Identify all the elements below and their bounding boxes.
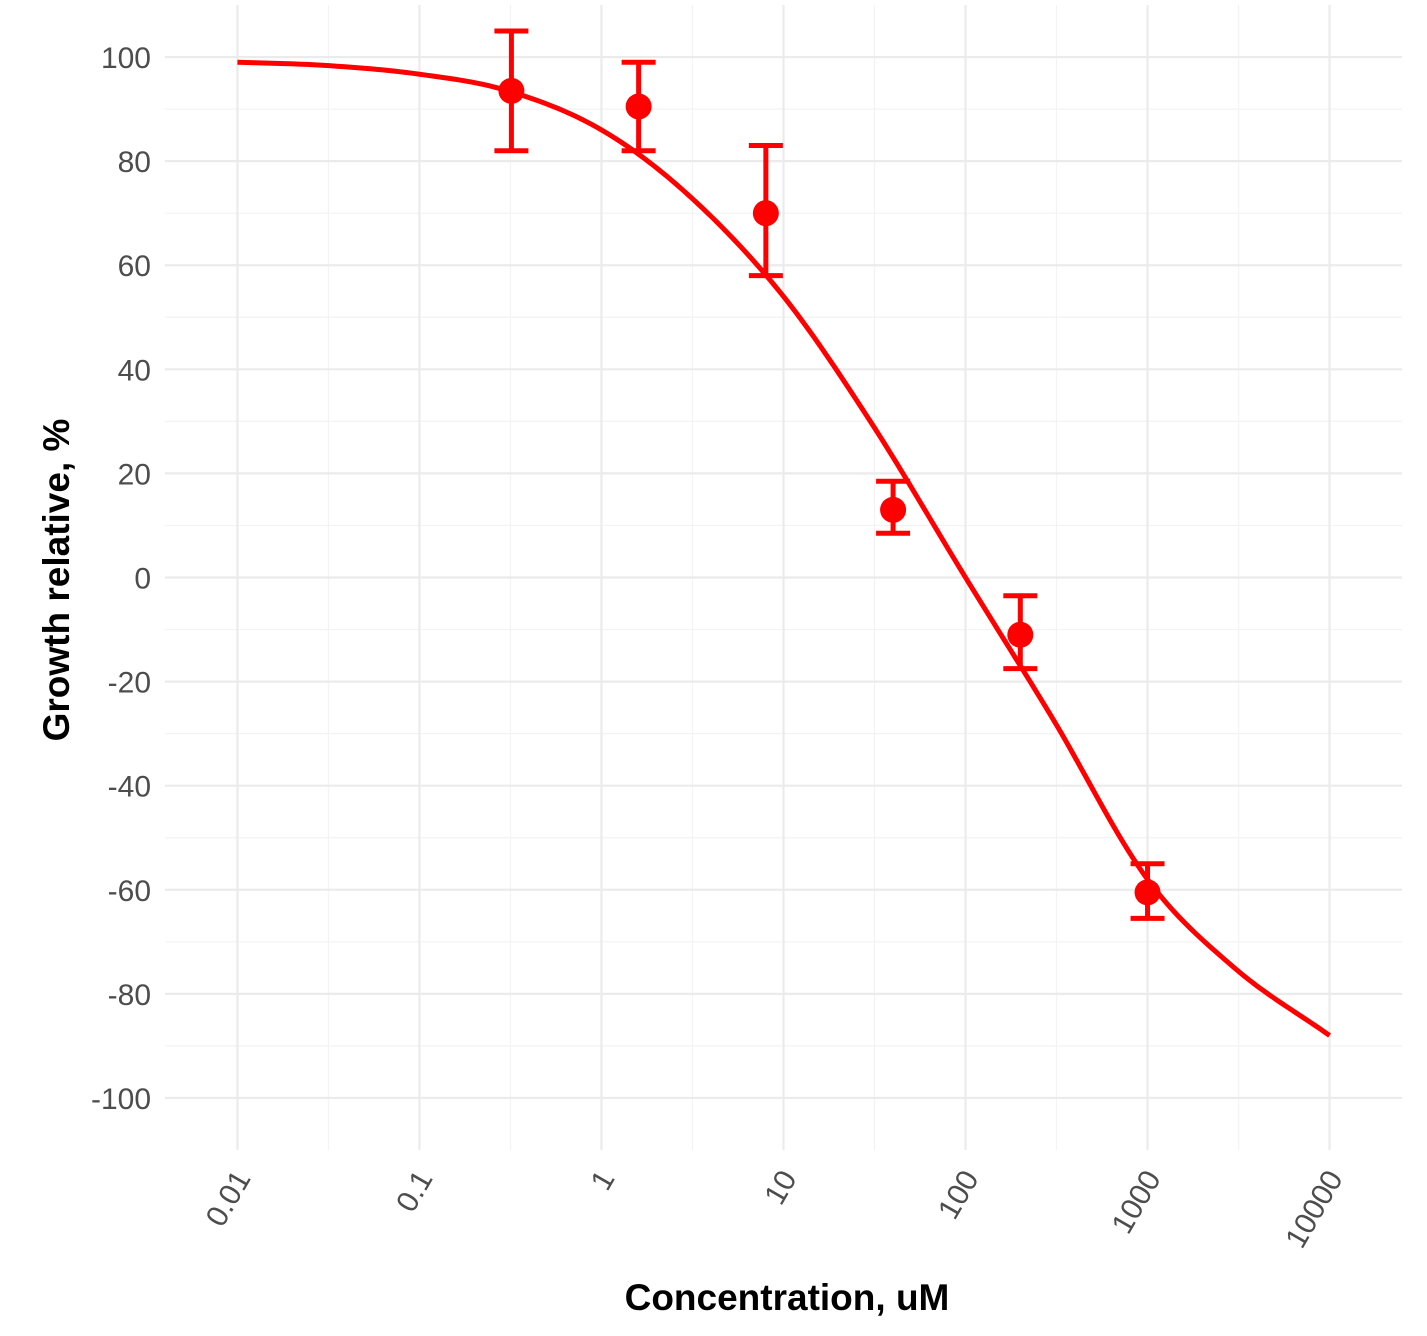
data-point [752, 200, 779, 227]
data-points-layer [498, 77, 1161, 906]
y-axis-title: Growth relative, % [36, 419, 77, 742]
grid-lines [165, 5, 1402, 1150]
y-tick-label: -40 [108, 771, 151, 804]
x-tick-label: 100 [932, 1165, 986, 1225]
x-tick-label: 0.1 [390, 1165, 439, 1218]
x-tick-label: 1000 [1106, 1165, 1168, 1239]
data-point [498, 77, 525, 104]
y-tick-label: 40 [118, 354, 151, 387]
y-axis-tick-labels: 100 80 60 40 20 0 -20 -40 -60 -80 -100 [91, 42, 151, 1116]
data-point [880, 496, 907, 523]
y-tick-label: -80 [108, 979, 151, 1012]
x-axis-title: Concentration, uM [625, 1277, 950, 1318]
y-tick-label: 60 [118, 250, 151, 283]
y-tick-label: -100 [91, 1083, 151, 1116]
y-tick-label: 80 [118, 146, 151, 179]
x-tick-label: 10 [758, 1165, 803, 1210]
data-point [625, 93, 652, 120]
x-tick-label: 0.01 [200, 1165, 258, 1232]
data-point [1007, 621, 1034, 648]
x-tick-label: 1 [585, 1165, 622, 1196]
y-tick-label: -60 [108, 875, 151, 908]
y-tick-label: 20 [118, 458, 151, 491]
x-axis-tick-labels: 0.01 0.1 1 10 100 1000 10000 [200, 1165, 1350, 1254]
data-point [1134, 879, 1161, 906]
y-tick-label: 100 [101, 42, 151, 75]
y-tick-label: 0 [134, 563, 151, 596]
y-tick-label: -20 [108, 667, 151, 700]
x-tick-label: 10000 [1279, 1165, 1349, 1254]
